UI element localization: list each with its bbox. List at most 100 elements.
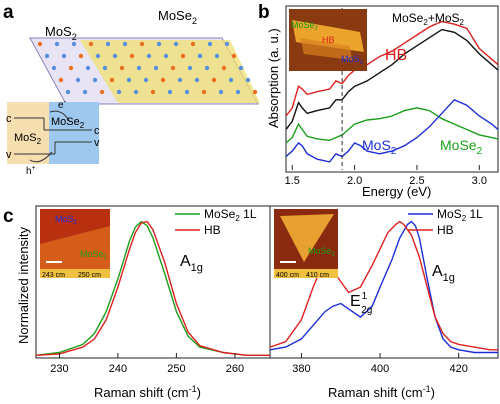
lattice-atom — [122, 41, 128, 47]
inset-c1-mos2: MoS2 — [55, 214, 78, 226]
lattice-atom — [146, 53, 152, 59]
lattice-atom — [167, 89, 173, 95]
c-left-xticks: 230 240 250 260 — [50, 353, 244, 375]
inset-map-c-right — [274, 209, 338, 269]
lattice-atom — [153, 65, 159, 71]
lattice-atom — [201, 89, 207, 95]
plot-frame-c-right — [269, 205, 499, 359]
legend-c-left — [175, 213, 200, 231]
band-diagram — [7, 102, 99, 164]
series-line-0 — [35, 220, 270, 356]
lattice-atom — [170, 65, 176, 71]
lattice-atom — [99, 89, 105, 95]
lattice-atom — [163, 53, 169, 59]
x-tick-label: 250 — [167, 363, 185, 375]
series-line-1 — [35, 220, 270, 356]
lattice-atom — [136, 65, 142, 71]
inset-c2-scale-left: 400 cm — [276, 272, 299, 279]
b-annot-mose2: MoSe2 — [440, 137, 483, 157]
x-tick-label: 400 — [371, 363, 389, 375]
lattice-atom — [95, 53, 101, 59]
lattice-atom — [180, 53, 186, 59]
lattice-atom — [44, 53, 50, 59]
panel-label-c: c — [3, 206, 14, 227]
band-v-right: v — [94, 137, 100, 149]
c-ylabel: Normalized intensity — [16, 226, 31, 344]
lattice-mos2-label: MoS2 — [45, 24, 77, 42]
lattice-atom — [116, 89, 122, 95]
lattice-atom — [88, 41, 94, 47]
lattice-atom — [207, 41, 213, 47]
inset-map-c-left — [40, 209, 110, 269]
hole-label: h+ — [26, 165, 36, 177]
x-tick-label: 420 — [450, 363, 468, 375]
c-left-peak-a1g: A1g — [180, 253, 203, 274]
inset-c1-scale-right: 250 cm — [78, 272, 101, 279]
legend-c-left-item-1: MoSe2 1L — [204, 207, 257, 223]
band-mose2-label: MoSe2 — [51, 116, 85, 130]
lattice-atom — [109, 77, 115, 83]
lattice-atom — [82, 89, 88, 95]
lattice-atom — [156, 41, 162, 47]
lattice-atom — [61, 53, 67, 59]
inset-b-mose2: MoSe2 — [291, 20, 319, 32]
x-tick-label: 230 — [50, 363, 68, 375]
legend-c-right-item-1: MoS2 1L — [437, 207, 483, 223]
lattice-atom — [58, 77, 64, 83]
lattice-atom — [51, 65, 57, 71]
lattice-atom — [133, 89, 139, 95]
b-annot-sum: MoSe2+MoS2 — [392, 11, 465, 27]
c-right-xlabel: Raman shift (cm-1) — [328, 384, 435, 400]
lattice-atom — [177, 77, 183, 83]
inset-c2-scale-right: 410 cm — [306, 272, 329, 279]
series-line-0 — [269, 220, 498, 354]
c-right-peak-e2g: E1 2g — [350, 291, 372, 316]
inset-b-mos2: MoS2 — [341, 54, 364, 66]
lattice-atom — [143, 77, 149, 83]
lattice-atom — [85, 65, 91, 71]
b-annot-mos2: MoS2 — [362, 137, 397, 157]
lattice-atom — [126, 77, 132, 83]
x-tick-label: 2.0 — [347, 175, 362, 187]
lattice-atom — [187, 65, 193, 71]
plot-frame-b — [285, 5, 499, 173]
lattice-atom — [139, 41, 145, 47]
b-ylabel: Absorption (a. u.) — [266, 28, 281, 128]
lattice-atom — [78, 53, 84, 59]
inset-b-hb: HB — [322, 35, 335, 45]
b-xticks: 1.5 2.0 2.5 3.0 — [285, 165, 487, 187]
lattice-atom — [190, 41, 196, 47]
lattice-atom — [211, 77, 217, 83]
series-line-3 — [285, 98, 499, 163]
electron-label: e- — [58, 99, 67, 111]
lattice-atom — [119, 65, 125, 71]
lattice-atom — [245, 77, 251, 83]
series-line-1 — [285, 28, 499, 130]
lattice-atom — [218, 89, 224, 95]
lattice-atom — [112, 53, 118, 59]
panel-label-a: a — [3, 2, 14, 23]
legend-c-left-item-2: HB — [204, 223, 221, 237]
lattice-atom — [102, 65, 108, 71]
lattice-atom — [194, 77, 200, 83]
b-xlabel: Energy (eV) — [362, 184, 431, 199]
lattice-atom — [65, 89, 71, 95]
lattice-atom — [68, 65, 74, 71]
b-annot-hb: HB — [385, 47, 407, 64]
lattice-atom — [235, 89, 241, 95]
lattice-atom — [129, 53, 135, 59]
lattice-atom — [150, 89, 156, 95]
lattice-atom — [54, 41, 60, 47]
x-tick-label: 3.0 — [472, 175, 487, 187]
lattice-atom — [71, 41, 77, 47]
lattice-atom — [228, 77, 234, 83]
c-right-xticks: 380 400 420 — [292, 353, 468, 375]
lattice-atom — [105, 41, 111, 47]
inset-c1-scale-left: 243 cm — [42, 272, 65, 279]
band-c-right: c — [94, 125, 100, 137]
lattice-atom — [224, 41, 230, 47]
lattice-atom — [37, 41, 43, 47]
band-c-left: c — [6, 113, 12, 125]
lattice-atom — [238, 65, 244, 71]
